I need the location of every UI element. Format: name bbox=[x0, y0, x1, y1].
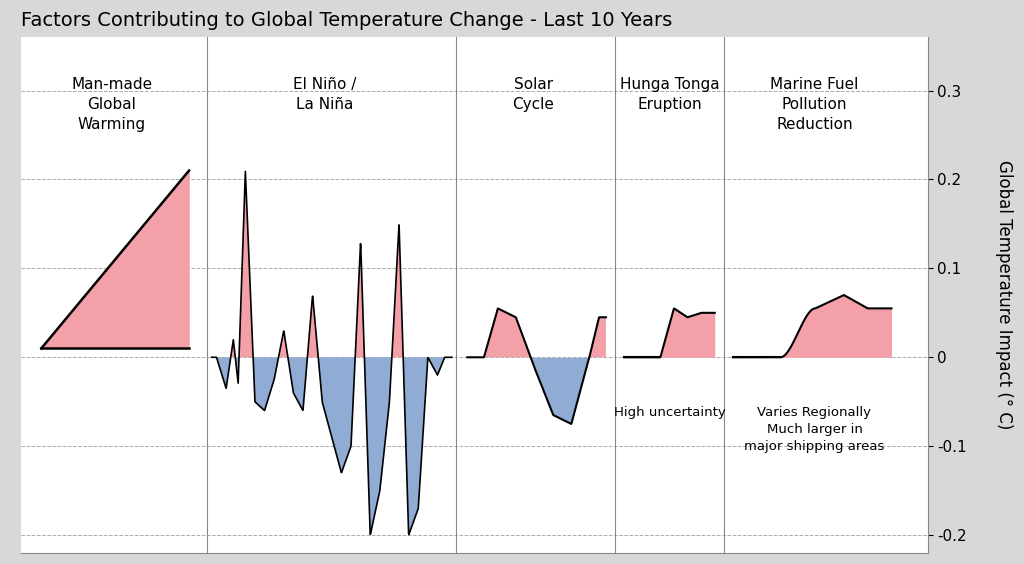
Polygon shape bbox=[41, 170, 189, 349]
Text: Factors Contributing to Global Temperature Change - Last 10 Years: Factors Contributing to Global Temperatu… bbox=[22, 11, 673, 30]
Text: Marine Fuel
Pollution
Reduction: Marine Fuel Pollution Reduction bbox=[770, 77, 859, 132]
Text: Varies Regionally
Much larger in
major shipping areas: Varies Regionally Much larger in major s… bbox=[744, 406, 885, 453]
Text: Hunga Tonga
Eruption: Hunga Tonga Eruption bbox=[620, 77, 719, 112]
Text: Man-made
Global
Warming: Man-made Global Warming bbox=[72, 77, 153, 132]
Y-axis label: Global Temperature Impact (° C): Global Temperature Impact (° C) bbox=[995, 160, 1013, 430]
Text: El Niño /
La Niña: El Niño / La Niña bbox=[293, 77, 356, 112]
Text: High uncertainty: High uncertainty bbox=[613, 406, 725, 419]
Text: Solar
Cycle: Solar Cycle bbox=[513, 77, 554, 112]
